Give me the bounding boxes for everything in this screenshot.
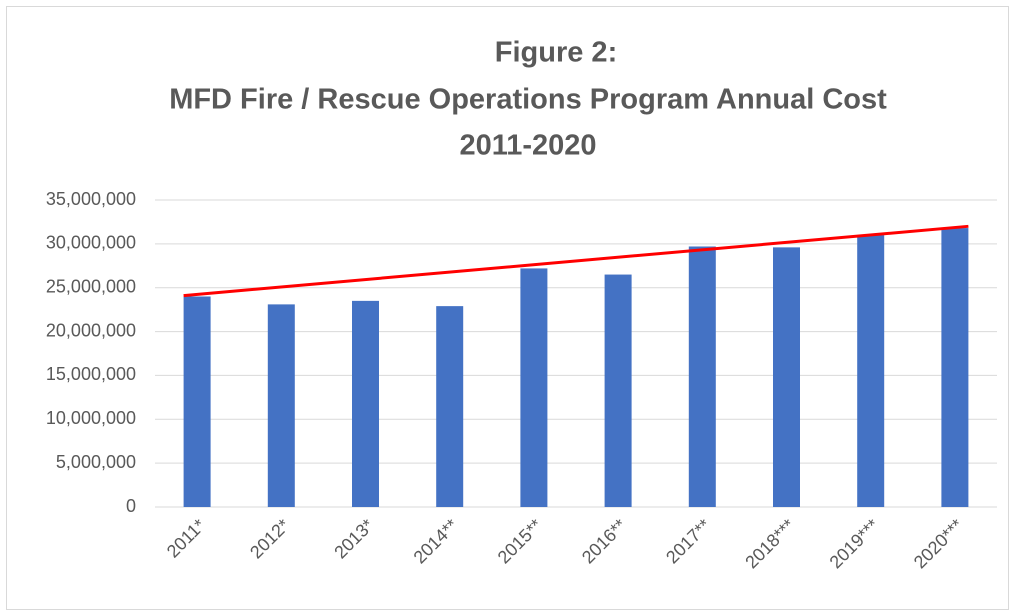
y-tick-label: 0: [126, 496, 136, 516]
bar: [183, 296, 211, 507]
bar: [520, 268, 548, 507]
chart-title: Figure 2:: [495, 37, 617, 69]
bar: [688, 246, 716, 507]
bar: [857, 235, 885, 508]
y-tick-label: 15,000,000: [46, 364, 136, 384]
bar: [604, 274, 632, 507]
y-tick-label: 20,000,000: [46, 320, 136, 340]
chart-title: MFD Fire / Rescue Operations Program Ann…: [169, 84, 887, 116]
chart-border: [6, 6, 1009, 610]
bar: [773, 247, 800, 507]
y-tick-label: 10,000,000: [46, 408, 136, 428]
chart-title: 2011-2020: [459, 130, 596, 162]
y-tick-label: 35,000,000: [46, 189, 136, 209]
trend-line: [183, 224, 969, 298]
y-tick-label: 25,000,000: [46, 276, 136, 296]
y-tick-label: 5,000,000: [56, 452, 136, 472]
bar: [941, 228, 969, 507]
bar: [267, 304, 295, 507]
bar: [352, 300, 379, 507]
bar: [436, 306, 464, 507]
y-tick-label: 30,000,000: [46, 233, 136, 253]
